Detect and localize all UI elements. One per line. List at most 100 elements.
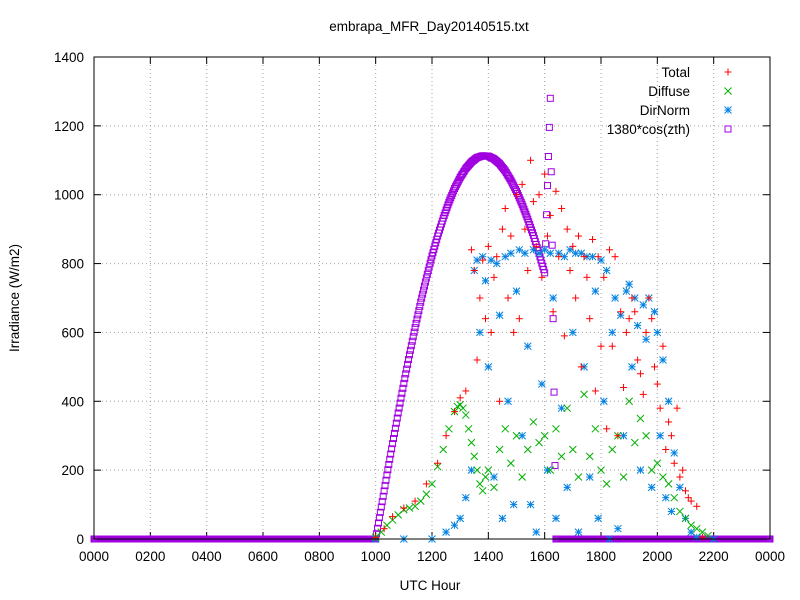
data-point <box>628 294 636 302</box>
data-point <box>495 445 504 454</box>
data-point <box>611 294 619 302</box>
series-star <box>371 245 718 543</box>
data-point <box>634 356 642 364</box>
data-point <box>580 390 588 399</box>
data-point <box>383 471 391 479</box>
data-point <box>414 311 422 319</box>
data-point <box>580 253 588 261</box>
data-point <box>406 346 414 354</box>
legend-marker <box>724 125 732 133</box>
data-point <box>456 514 465 523</box>
data-point <box>647 466 656 474</box>
grid <box>94 57 770 539</box>
data-point <box>625 315 633 323</box>
data-point <box>527 156 535 164</box>
data-point <box>583 273 591 281</box>
data-point <box>673 404 681 412</box>
data-point <box>667 507 676 516</box>
data-point <box>390 435 398 443</box>
data-point <box>681 514 690 523</box>
data-point <box>375 514 383 522</box>
data-point <box>388 445 396 453</box>
data-point <box>484 363 493 371</box>
data-point <box>698 533 706 541</box>
data-point <box>591 387 599 395</box>
data-point <box>670 459 678 467</box>
data-point <box>384 466 392 474</box>
data-point <box>653 380 661 388</box>
data-point <box>423 270 431 278</box>
data-point <box>585 473 594 481</box>
data-point <box>501 424 510 433</box>
data-point <box>372 533 380 541</box>
data-point <box>393 414 401 422</box>
data-point <box>410 328 418 336</box>
data-point <box>422 480 430 488</box>
data-point <box>374 519 382 527</box>
x-tick-label: 0400 <box>192 549 222 564</box>
data-point <box>698 528 707 536</box>
x-tick-label: 0000 <box>79 549 109 564</box>
data-point <box>537 380 546 388</box>
data-point <box>481 473 490 481</box>
legend-marker <box>724 106 732 114</box>
data-point <box>420 282 428 290</box>
data-point <box>405 504 414 512</box>
data-point <box>478 486 487 495</box>
data-point <box>420 286 428 294</box>
data-point <box>591 287 600 295</box>
data-point <box>421 278 429 286</box>
data-point <box>473 356 481 364</box>
x-tick-label: 0200 <box>135 549 165 564</box>
data-point <box>670 449 679 457</box>
data-point <box>704 531 712 540</box>
data-point <box>467 438 476 447</box>
data-point <box>386 455 394 463</box>
series-cross <box>371 390 712 542</box>
data-point <box>529 198 537 206</box>
data-point <box>651 363 659 371</box>
x-tick-label: 1000 <box>361 549 391 564</box>
data-point <box>446 196 454 204</box>
data-point <box>428 480 436 488</box>
data-point <box>514 192 522 200</box>
data-point <box>498 225 506 233</box>
data-point <box>594 253 602 261</box>
data-point <box>566 266 574 274</box>
data-point <box>487 328 495 336</box>
y-tick-label: 1000 <box>54 188 84 203</box>
data-point <box>547 168 555 176</box>
data-point <box>563 225 571 233</box>
data-point <box>518 473 526 481</box>
data-point <box>622 287 631 295</box>
data-point <box>571 249 580 258</box>
data-point <box>408 337 416 345</box>
data-point <box>451 408 459 416</box>
data-point <box>558 204 566 212</box>
chart-title: embrapa_MFR_Day20140515.txt <box>329 19 529 34</box>
data-point <box>597 466 605 474</box>
data-point <box>687 497 695 505</box>
legend-label: Diffuse <box>648 84 690 99</box>
data-point <box>541 269 549 277</box>
data-point <box>397 394 405 402</box>
data-point <box>518 431 526 440</box>
data-point <box>639 301 648 309</box>
data-point <box>498 514 507 523</box>
data-point <box>416 497 425 505</box>
data-point <box>622 328 630 336</box>
data-point <box>551 462 559 470</box>
data-point <box>631 308 639 316</box>
data-point <box>557 404 566 413</box>
data-point <box>509 500 518 509</box>
data-point <box>659 342 667 350</box>
data-point <box>476 294 484 302</box>
data-point <box>614 524 622 533</box>
data-point <box>548 241 556 249</box>
data-point <box>535 191 543 199</box>
data-point <box>540 431 549 440</box>
data-point <box>419 290 427 298</box>
series-layer <box>90 94 774 543</box>
data-point <box>682 487 689 495</box>
data-point <box>656 404 664 412</box>
